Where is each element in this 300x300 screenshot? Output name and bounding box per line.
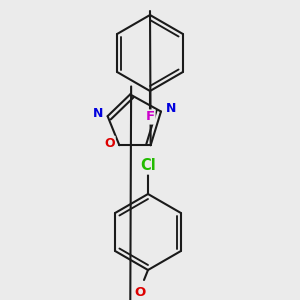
Text: Cl: Cl	[140, 158, 156, 173]
Text: N: N	[92, 107, 103, 120]
Text: O: O	[104, 137, 115, 150]
Text: N: N	[166, 102, 176, 115]
Text: F: F	[146, 110, 154, 124]
Text: O: O	[134, 286, 146, 298]
